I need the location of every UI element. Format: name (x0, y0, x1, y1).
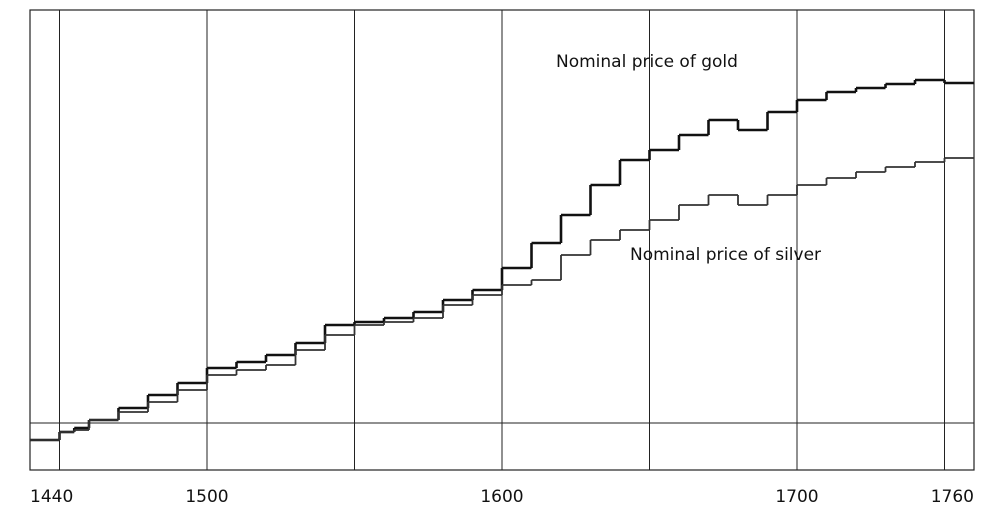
x-tick-label: 1700 (775, 487, 818, 507)
x-tick-label: 1760 (931, 487, 974, 507)
x-tick-label: 1600 (480, 487, 523, 507)
annotation: Nominal price of gold (556, 52, 738, 72)
x-tick-label: 1500 (185, 487, 228, 507)
x-tick-label: 1440 (30, 487, 73, 507)
annotation: Nominal price of silver (630, 245, 821, 265)
